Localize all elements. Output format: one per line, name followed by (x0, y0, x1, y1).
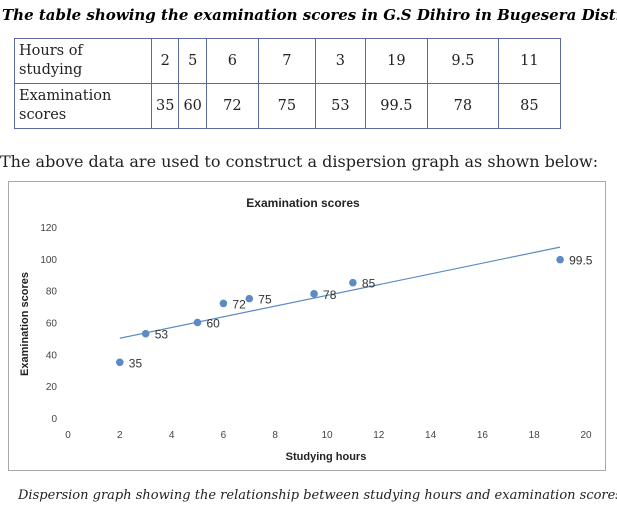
x-tick-label: 2 (117, 430, 123, 441)
x-tick-label: 14 (425, 430, 437, 441)
row-header-hours: Hours of studying (14, 38, 152, 84)
x-tick-label: 8 (272, 430, 278, 441)
y-tick-label: 60 (46, 319, 58, 330)
table-cell: 9.5 (426, 38, 499, 84)
table-cell: 7 (257, 38, 316, 84)
row-header-scores: Examination scores (14, 83, 152, 129)
data-point (141, 329, 150, 338)
figure-caption: Dispersion graph showing the relationshi… (18, 488, 617, 503)
data-label: 78 (323, 288, 337, 302)
chart-frame: Examination scores Studying hours Examin… (8, 181, 606, 471)
table-cell: 2 (150, 38, 180, 84)
axis-ticks: 0 2 4 6 8 10 12 14 16 18 20 0 20 40 60 80 100 120 (40, 223, 592, 441)
data-label: 99.5 (569, 254, 593, 268)
data-labels-layer: 35 60 72 75 53 99.5 78 85 (129, 254, 593, 371)
y-axis-label: Examination scores (19, 272, 31, 376)
data-label: 53 (155, 328, 169, 342)
data-label: 85 (362, 277, 376, 291)
table-cell: 78 (426, 83, 499, 129)
trendline (119, 246, 561, 339)
data-label: 35 (129, 356, 143, 370)
y-tick-label: 120 (40, 223, 57, 234)
data-label: 60 (207, 317, 221, 331)
x-tick-label: 0 (65, 430, 71, 441)
data-point (219, 299, 228, 308)
scatter-chart: Examination scores Studying hours Examin… (19, 196, 593, 463)
x-tick-label: 4 (169, 430, 175, 441)
x-tick-label: 12 (373, 430, 385, 441)
y-tick-label: 20 (46, 382, 58, 393)
data-point (193, 318, 202, 327)
table-cell: 6 (205, 38, 259, 84)
data-point (245, 294, 254, 303)
x-tick-label: 16 (477, 430, 489, 441)
x-axis-label: Studying hours (286, 451, 367, 463)
table-cell: 72 (205, 83, 259, 129)
table-cell: 75 (257, 83, 316, 129)
data-point (116, 358, 124, 367)
data-point (556, 255, 564, 264)
y-tick-label: 100 (40, 255, 57, 266)
table-cell: 60 (178, 83, 207, 129)
table-cell: 3 (314, 38, 366, 84)
table-cell: 19 (364, 38, 428, 84)
y-tick-label: 80 (46, 287, 58, 298)
x-tick-label: 20 (580, 430, 592, 441)
chart-title: Examination scores (246, 196, 360, 210)
x-tick-label: 18 (529, 430, 541, 441)
intro-text: The above data are used to construct a d… (0, 152, 599, 171)
y-tick-label: 0 (51, 414, 57, 425)
table-cell: 99.5 (364, 83, 428, 129)
data-point (349, 278, 357, 287)
data-label: 75 (258, 293, 272, 307)
points-layer (116, 255, 564, 367)
page-title: The table showing the examination scores… (2, 6, 617, 24)
x-tick-label: 10 (321, 430, 333, 441)
table-cell: 11 (497, 38, 561, 84)
table-cell: 53 (314, 83, 366, 129)
data-point (310, 290, 318, 298)
table-row-hours: Hours of studying 2 5 6 7 3 19 9.5 11 (14, 38, 561, 84)
table-cell: 5 (178, 38, 207, 84)
table-cell: 35 (150, 83, 180, 129)
trendline-layer (119, 246, 561, 339)
x-tick-label: 6 (221, 430, 227, 441)
table-cell: 85 (497, 83, 561, 129)
y-tick-label: 40 (46, 350, 58, 361)
table-row-scores: Examination scores 35 60 72 75 53 99.5 7… (14, 83, 561, 129)
scores-table: Hours of studying 2 5 6 7 3 19 9.5 11 Ex… (14, 38, 561, 129)
data-label: 72 (232, 297, 246, 311)
